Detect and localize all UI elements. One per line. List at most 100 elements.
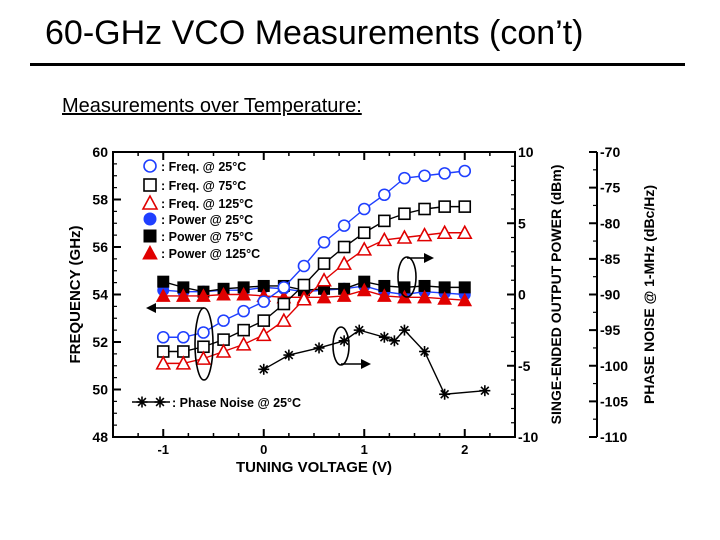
y-left-tick-label: 54 (92, 287, 108, 303)
series-1-point-8-shape (317, 257, 331, 270)
series-6-point-6 (388, 335, 400, 347)
series-6-point-2 (313, 342, 325, 354)
slide-subtitle: Measurements over Temperature: (62, 95, 362, 117)
legend-label-6: : Phase Noise @ 25°C (172, 396, 301, 410)
series-2-point-9 (336, 255, 352, 270)
series-0-point-8 (317, 235, 331, 249)
series-5-point-13 (417, 289, 432, 304)
series-1-point-12-shape (398, 207, 411, 221)
series-0-point-3 (217, 314, 230, 327)
series-1-point-13-shape (418, 202, 431, 216)
series-0-point-4 (237, 304, 250, 318)
y-phase-noise-tick-label: -70 (600, 144, 620, 160)
series-0-point-14 (438, 167, 451, 180)
series-2-point-0-shape (155, 355, 172, 370)
series-1-point-6 (277, 297, 291, 311)
legend-marker-3-shape (143, 212, 157, 226)
y-left-axis-label: FREQUENCY (GHz) (67, 225, 84, 363)
legend-label-1: : Freq. @ 75°C (161, 179, 246, 193)
series-4-point-13 (418, 279, 431, 292)
series-6-point-1-stroke (284, 350, 294, 360)
series-2-point-2-shape (195, 350, 212, 365)
annotation-arrowhead-power (424, 253, 434, 263)
series-0-point-2-shape (197, 326, 210, 339)
series-line-3 (163, 285, 465, 296)
series-0-point-6-shape (277, 281, 291, 294)
series-1-point-10 (357, 226, 371, 240)
series-2-point-6-shape (276, 312, 292, 327)
series-2-point-7 (296, 291, 312, 306)
series-6-point-9 (439, 388, 451, 400)
y-phase-noise-tick-label: -75 (600, 180, 620, 196)
series-4-point-0-shape (157, 275, 170, 288)
series-2-point-12 (396, 229, 413, 244)
series-6-point-8-stroke (420, 347, 430, 356)
series-5-point-8 (316, 289, 332, 304)
y-phase-noise-tick-label: -80 (600, 215, 620, 231)
series-6-point-1 (283, 349, 295, 361)
series-6-point-4 (353, 324, 365, 336)
series-5-point-4 (236, 286, 251, 301)
legend-marker-6a-stroke (137, 397, 147, 407)
series-0-point-15 (458, 164, 472, 178)
series-6-point-10 (479, 385, 491, 397)
series-2-point-6 (276, 312, 292, 327)
series-1-point-6-shape (277, 297, 291, 311)
x-tick-label: 0 (260, 442, 267, 457)
legend-marker-6a (136, 396, 148, 408)
series-1-point-11 (378, 214, 391, 228)
series-1-point-15 (458, 200, 472, 213)
series-0-point-4-shape (237, 304, 250, 318)
series-5-point-14-shape (437, 291, 452, 305)
series-5-point-9-shape (336, 288, 352, 302)
series-0-point-5 (257, 295, 271, 308)
series-2-point-0 (155, 355, 172, 370)
series-2-point-11 (376, 231, 393, 247)
series-2-point-15-shape (456, 224, 473, 240)
y-left-tick-label: 58 (92, 192, 108, 208)
series-2-point-10 (356, 241, 373, 256)
y-power-tick-label: 0 (518, 287, 526, 303)
y-left-tick-label: 48 (92, 429, 108, 445)
legend-label-4: : Power @ 75°C (161, 230, 253, 244)
y-phase-noise-tick-label: -90 (600, 287, 620, 303)
legend-marker-6b-stroke (155, 397, 165, 407)
series-1-point-12 (398, 207, 411, 221)
x-axis-label: TUNING VOLTAGE (V) (236, 459, 392, 476)
series-1-point-4 (237, 323, 250, 337)
series-2-point-8 (316, 272, 332, 287)
y-power-tick-label: -5 (518, 358, 531, 374)
legend-marker-1 (143, 178, 157, 192)
series-1-point-4-shape (237, 323, 250, 337)
series-1-point-5-shape (257, 314, 271, 327)
series-5-point-15 (457, 292, 473, 307)
series-0-point-15-shape (458, 164, 472, 178)
annotation-ellipse-phase-noise (332, 326, 350, 366)
y-left-tick-label: 52 (92, 334, 108, 350)
legend-marker-4-shape (143, 229, 157, 243)
plot-frame (112, 151, 516, 438)
series-0-point-3-shape (217, 314, 230, 327)
series-2-point-15 (456, 224, 473, 240)
series-2-point-4-shape (235, 336, 252, 351)
legend-marker-1-shape (143, 178, 157, 192)
legend-label-5: : Power @ 125°C (161, 247, 260, 261)
series-5-point-2-shape (196, 288, 211, 302)
series-0-point-0 (156, 330, 170, 344)
series-1-point-14 (438, 200, 451, 213)
annotation-ellipse-power (397, 256, 417, 298)
series-5-point-15-shape (457, 292, 473, 307)
series-0-point-13-shape (418, 169, 431, 183)
series-line-6 (263, 329, 485, 395)
slide-title: 60-GHz VCO Measurements (con’t) (45, 14, 584, 52)
y-left-tick-label: 60 (92, 144, 108, 160)
series-6-point-5-stroke (379, 332, 389, 342)
series-0-point-1 (177, 330, 190, 344)
series-1-point-9-shape (337, 240, 351, 254)
series-1-point-15-shape (458, 200, 472, 213)
series-5-point-3 (216, 286, 231, 301)
series-6-point-0 (258, 363, 270, 375)
y-phase-noise-tick-label: -95 (600, 322, 620, 338)
series-2-point-11-shape (376, 231, 393, 247)
series-2-point-9-shape (336, 255, 352, 270)
